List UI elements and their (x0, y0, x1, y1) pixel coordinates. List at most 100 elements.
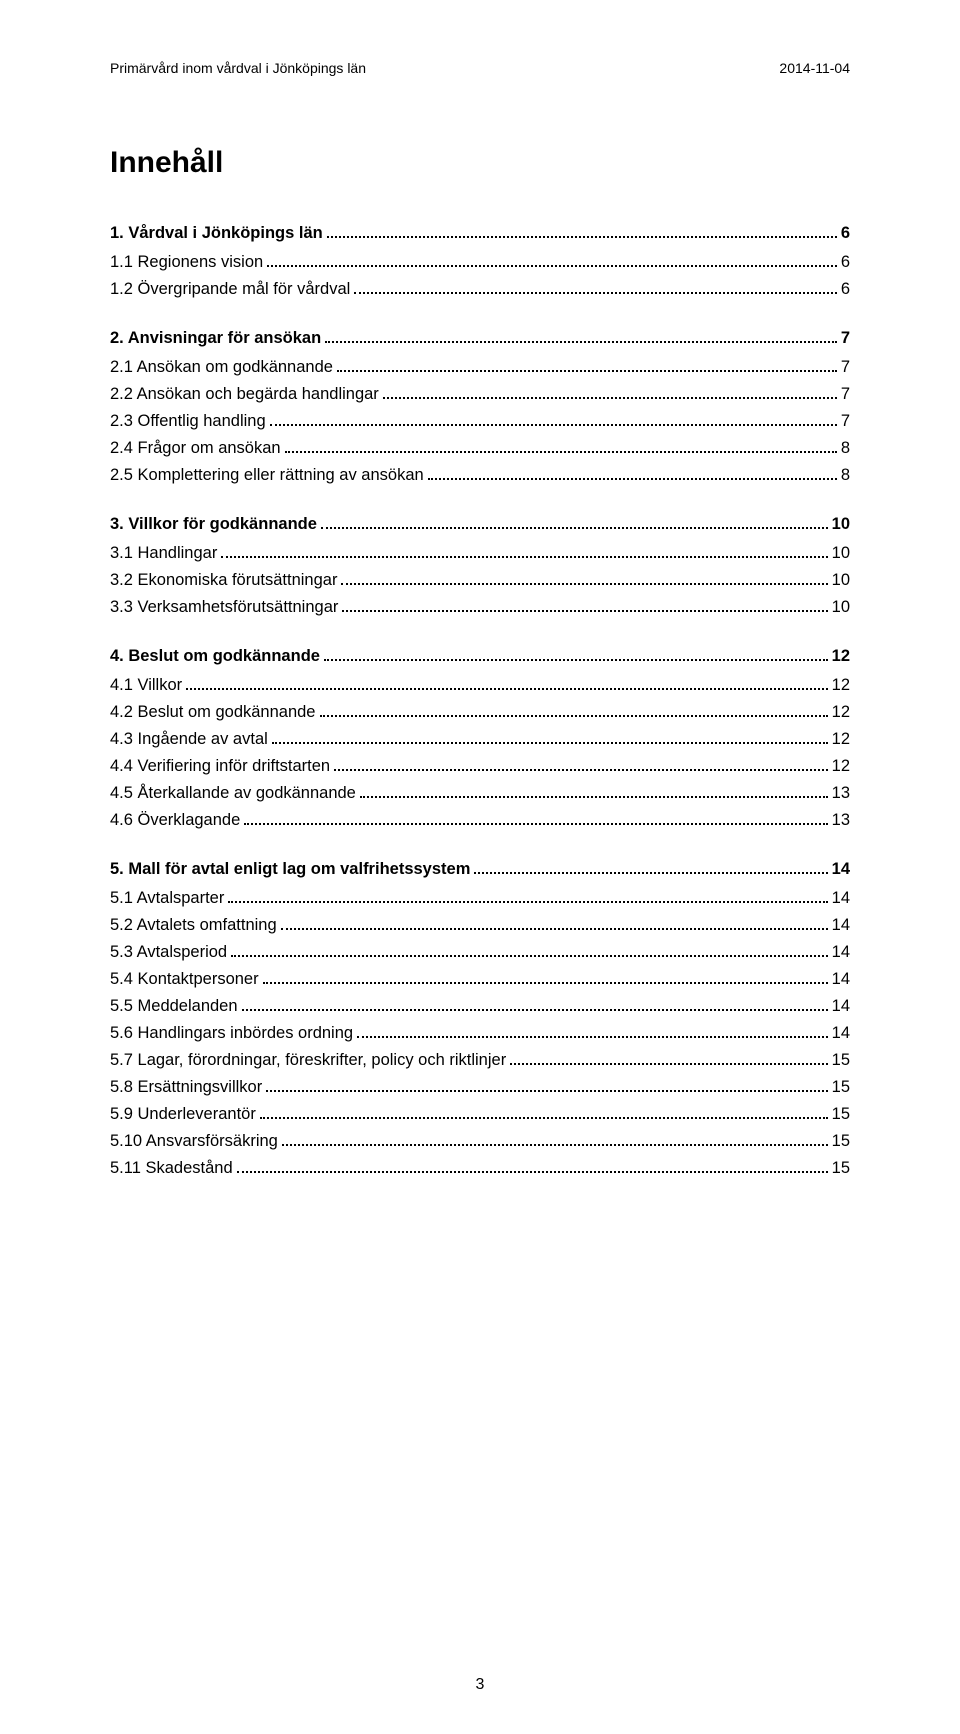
page-header: Primärvård inom vårdval i Jönköpings län… (110, 60, 850, 76)
toc-item-row: 4.5 Återkallande av godkännande13 (110, 784, 850, 803)
toc-section-heading: 4. Beslut om godkännande 12 (110, 647, 850, 666)
toc-leader (266, 1080, 827, 1092)
toc-item-row: 5.3 Avtalsperiod 14 (110, 943, 850, 962)
toc-leader (237, 1161, 828, 1173)
toc-leader (267, 255, 837, 267)
toc-item-page: 6 (841, 253, 850, 272)
toc-leader (281, 918, 828, 930)
toc-section-page: 14 (832, 860, 850, 879)
toc-item-row: 5.9 Underleverantör15 (110, 1105, 850, 1124)
toc-leader (510, 1053, 827, 1065)
toc-item-page: 12 (832, 676, 850, 695)
toc-item-row: 5.8 Ersättningsvillkor15 (110, 1078, 850, 1097)
toc-section-label: 2. Anvisningar för ansökan (110, 329, 321, 348)
toc-item-label: 5.9 Underleverantör (110, 1105, 256, 1124)
toc-item-label: 3.3 Verksamhetsförutsättningar (110, 598, 338, 617)
toc-item-label: 5.4 Kontaktpersoner (110, 970, 259, 989)
toc-item-label: 4.3 Ingående av avtal (110, 730, 268, 749)
toc-item-row: 3.2 Ekonomiska förutsättningar 10 (110, 571, 850, 590)
toc-section-label: 4. Beslut om godkännande (110, 647, 320, 666)
toc-item-label: 2.5 Komplettering eller rättning av ansö… (110, 466, 424, 485)
toc-item-page: 10 (832, 598, 850, 617)
toc-item-page: 15 (832, 1159, 850, 1178)
toc-item-row: 4.6 Överklagande 13 (110, 811, 850, 830)
toc-item-label: 1.1 Regionens vision (110, 253, 263, 272)
toc-leader (320, 705, 828, 717)
toc-section-page: 10 (832, 515, 850, 534)
toc-item-label: 5.3 Avtalsperiod (110, 943, 227, 962)
toc-leader (327, 226, 837, 238)
toc-item-page: 15 (832, 1132, 850, 1151)
toc-section-heading: 3. Villkor för godkännande 10 (110, 515, 850, 534)
toc-item-page: 13 (832, 784, 850, 803)
toc-item-page: 10 (832, 571, 850, 590)
toc-item-label: 3.2 Ekonomiska förutsättningar (110, 571, 337, 590)
toc-leader (260, 1107, 828, 1119)
toc-leader (272, 732, 828, 744)
toc-item-row: 5.1 Avtalsparter14 (110, 889, 850, 908)
toc-item-row: 2.2 Ansökan och begärda handlingar7 (110, 385, 850, 404)
toc-leader (221, 546, 827, 558)
toc-item-label: 5.2 Avtalets omfattning (110, 916, 277, 935)
toc-item-row: 5.6 Handlingars inbördes ordning14 (110, 1024, 850, 1043)
toc-section-page: 7 (841, 329, 850, 348)
toc-item-row: 5.2 Avtalets omfattning 14 (110, 916, 850, 935)
toc-leader (337, 360, 837, 372)
toc-item-label: 1.2 Övergripande mål för vårdval (110, 280, 350, 299)
toc-leader (357, 1026, 828, 1038)
toc-item-row: 3.3 Verksamhetsförutsättningar 10 (110, 598, 850, 617)
toc-title: Innehåll (110, 146, 850, 180)
toc-item-row: 5.7 Lagar, förordningar, föreskrifter, p… (110, 1051, 850, 1070)
toc-item-page: 14 (832, 916, 850, 935)
toc-item-label: 2.4 Frågor om ansökan (110, 439, 281, 458)
toc-item-row: 2.1 Ansökan om godkännande7 (110, 358, 850, 377)
toc-item-label: 4.6 Överklagande (110, 811, 240, 830)
toc-leader (285, 441, 837, 453)
toc-leader (342, 600, 827, 612)
toc-item-page: 13 (832, 811, 850, 830)
page: Primärvård inom vårdval i Jönköpings län… (0, 0, 960, 1734)
toc-item-row: 4.3 Ingående av avtal12 (110, 730, 850, 749)
toc-leader (242, 999, 828, 1011)
toc-leader (360, 786, 828, 798)
toc-item-page: 15 (832, 1078, 850, 1097)
toc-section-page: 12 (832, 647, 850, 666)
toc-item-row: 4.2 Beslut om godkännande 12 (110, 703, 850, 722)
toc-item-page: 14 (832, 943, 850, 962)
toc-item-label: 4.2 Beslut om godkännande (110, 703, 316, 722)
toc-section-label: 5. Mall för avtal enligt lag om valfrihe… (110, 860, 470, 879)
toc-item-page: 14 (832, 889, 850, 908)
toc-section-heading: 1. Vårdval i Jönköpings län6 (110, 224, 850, 243)
toc-item-row: 5.11 Skadestånd15 (110, 1159, 850, 1178)
toc-section-page: 6 (841, 224, 850, 243)
toc-leader (244, 813, 827, 825)
toc-leader (325, 331, 837, 343)
toc-item-page: 7 (841, 412, 850, 431)
header-right: 2014-11-04 (779, 60, 850, 76)
toc-item-page: 8 (841, 439, 850, 458)
toc-item-label: 4.1 Villkor (110, 676, 182, 695)
header-left: Primärvård inom vårdval i Jönköpings län (110, 60, 366, 76)
toc-item-page: 14 (832, 997, 850, 1016)
toc-item-row: 4.1 Villkor 12 (110, 676, 850, 695)
toc-item-label: 5.6 Handlingars inbördes ordning (110, 1024, 353, 1043)
toc-item-page: 12 (832, 703, 850, 722)
toc-item-row: 2.5 Komplettering eller rättning av ansö… (110, 466, 850, 485)
toc-item-page: 7 (841, 358, 850, 377)
toc-item-row: 2.3 Offentlig handling7 (110, 412, 850, 431)
toc-item-page: 8 (841, 466, 850, 485)
toc-item-row: 2.4 Frågor om ansökan 8 (110, 439, 850, 458)
footer-page-number: 3 (0, 1676, 960, 1694)
toc-item-label: 5.5 Meddelanden (110, 997, 238, 1016)
toc-leader (263, 972, 828, 984)
toc-leader (474, 862, 827, 874)
toc-item-row: 3.1 Handlingar10 (110, 544, 850, 563)
toc-item-row: 5.10 Ansvarsförsäkring15 (110, 1132, 850, 1151)
toc-item-row: 1.2 Övergripande mål för vårdval6 (110, 280, 850, 299)
toc-leader (341, 573, 827, 585)
toc-item-label: 4.4 Verifiering inför driftstarten (110, 757, 330, 776)
toc-item-page: 10 (832, 544, 850, 563)
toc-section-label: 3. Villkor för godkännande (110, 515, 317, 534)
toc-item-row: 5.4 Kontaktpersoner14 (110, 970, 850, 989)
toc-leader (334, 759, 828, 771)
